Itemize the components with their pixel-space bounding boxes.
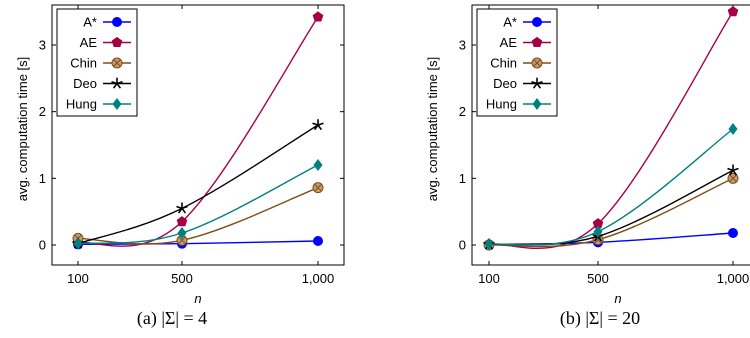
legend-marker-deo bbox=[111, 77, 123, 89]
data-point-deo-arm-4 bbox=[176, 205, 183, 210]
data-point-deo-arm-3 bbox=[593, 235, 599, 242]
legend-marker-deo-arm-3 bbox=[532, 83, 538, 89]
data-point-hung bbox=[73, 237, 83, 250]
y-tick-label: 0 bbox=[39, 238, 46, 253]
data-point-a bbox=[728, 228, 738, 238]
data-point-hung bbox=[484, 238, 494, 251]
legend-label-a: A* bbox=[83, 15, 97, 30]
data-point-chin bbox=[312, 182, 324, 194]
data-point-deo-arm-3 bbox=[313, 124, 319, 131]
plot-frame bbox=[51, 4, 345, 266]
y-tick-label: 3 bbox=[459, 38, 466, 53]
legend-marker-deo-arm-2 bbox=[536, 83, 542, 89]
legend-marker-deo-arm-3 bbox=[112, 83, 118, 89]
legend: A* AE Chin Deo Hung bbox=[56, 8, 138, 117]
x-axis-label: n bbox=[194, 291, 201, 306]
legend-marker-deo-arm-4 bbox=[531, 80, 538, 85]
x-tick-label: 500 bbox=[587, 271, 609, 286]
y-tick-label: 2 bbox=[459, 104, 466, 119]
legend-label-a: A* bbox=[503, 15, 517, 30]
y-axis-label: avg. computation time [s] bbox=[425, 57, 440, 202]
series-line-hung bbox=[488, 128, 734, 246]
data-point-a bbox=[313, 236, 323, 246]
legend-marker-a bbox=[112, 17, 122, 27]
panel-caption: (a) |Σ| = 4 bbox=[137, 308, 207, 329]
series-line-chin bbox=[77, 187, 319, 245]
x-tick-label: 500 bbox=[171, 271, 193, 286]
data-point-ae bbox=[176, 216, 188, 227]
legend-marker-ae bbox=[111, 36, 123, 48]
data-point-ae bbox=[727, 6, 739, 17]
plot-frame bbox=[471, 4, 750, 266]
data-point-deo-arm-1 bbox=[317, 122, 324, 126]
legend-marker-ae bbox=[531, 36, 543, 48]
data-point-hung bbox=[728, 123, 738, 135]
legend-marker-deo-arm-1 bbox=[536, 80, 543, 85]
series-line-a bbox=[488, 232, 734, 246]
legend-marker-a bbox=[532, 17, 542, 27]
data-point-deo-arm-2 bbox=[597, 235, 603, 242]
legend-marker-hung bbox=[112, 98, 122, 110]
data-point-chin-cross-b bbox=[178, 236, 186, 245]
x-axis-label: n bbox=[614, 291, 621, 306]
data-point-deo-arm-1 bbox=[732, 167, 739, 172]
legend-label-hung: Hung bbox=[486, 97, 517, 112]
data-point-hung bbox=[313, 159, 323, 171]
data-point-deo-arm-2 bbox=[181, 207, 187, 214]
data-point-deo bbox=[312, 119, 324, 131]
data-point-chin bbox=[727, 172, 739, 184]
legend-marker-chin bbox=[531, 57, 543, 69]
legend-label-ae: AE bbox=[500, 35, 518, 50]
legend-label-hung: Hung bbox=[66, 97, 97, 112]
data-point-deo-arm-2 bbox=[317, 124, 323, 131]
x-tick-label: 100 bbox=[478, 271, 500, 286]
data-point-deo-arm-4 bbox=[727, 167, 734, 172]
x-tick-label: 1,000 bbox=[717, 271, 750, 286]
y-tick-label: 3 bbox=[39, 38, 46, 53]
series-line-ae bbox=[488, 11, 734, 250]
y-tick-label: 2 bbox=[39, 104, 46, 119]
data-point-deo-arm-3 bbox=[177, 207, 183, 214]
x-tick-label: 100 bbox=[67, 271, 89, 286]
legend-marker-chin bbox=[111, 57, 123, 69]
panel-b: 0 1 2 3 100 500 1,000 n avg. computation time [s… bbox=[425, 4, 750, 329]
data-point-ae bbox=[312, 11, 324, 22]
legend-marker-chin-cross-b bbox=[113, 59, 121, 67]
data-point-deo bbox=[727, 164, 739, 176]
data-point-deo-arm-3 bbox=[728, 169, 734, 176]
data-point-chin-cross-b bbox=[729, 174, 737, 183]
legend-marker-chin-cross-b bbox=[533, 59, 541, 67]
data-point-hung bbox=[593, 225, 603, 238]
x-tick-label: 1,000 bbox=[302, 271, 335, 286]
legend-label-ae: AE bbox=[80, 35, 98, 50]
legend-marker-hung bbox=[532, 98, 542, 110]
data-point-deo-arm-4 bbox=[312, 122, 319, 126]
legend-label-chin: Chin bbox=[490, 56, 517, 71]
y-axis-label: avg. computation time [s] bbox=[15, 57, 30, 202]
data-point-ae bbox=[592, 218, 604, 229]
panel-caption: (b) |Σ| = 20 bbox=[560, 308, 640, 329]
panel-a: 0 1 2 3 100 500 1,000 n avg. computation time [s… bbox=[15, 4, 345, 329]
series-line-ae bbox=[77, 16, 319, 247]
data-point-chin-cross-b bbox=[594, 235, 602, 244]
legend: A* AE Chin Deo Hung bbox=[476, 8, 558, 117]
legend-label-deo: Deo bbox=[73, 76, 97, 91]
data-point-deo-arm-2 bbox=[732, 169, 738, 176]
legend-marker-deo bbox=[531, 77, 543, 89]
data-point-deo bbox=[176, 202, 188, 214]
legend-marker-deo-arm-1 bbox=[116, 80, 123, 85]
data-point-chin-cross-b bbox=[314, 183, 322, 192]
data-point-chin bbox=[176, 234, 188, 246]
y-tick-label: 0 bbox=[459, 238, 466, 253]
y-tick-label: 1 bbox=[39, 171, 46, 186]
legend-marker-deo-arm-2 bbox=[116, 83, 122, 89]
legend-label-chin: Chin bbox=[70, 56, 97, 71]
data-point-deo-arm-1 bbox=[181, 205, 188, 210]
series-line-deo bbox=[488, 169, 734, 246]
legend-marker-deo-arm-4 bbox=[111, 80, 118, 85]
legend-label-deo: Deo bbox=[493, 76, 517, 91]
y-tick-label: 1 bbox=[459, 171, 466, 186]
data-point-hung bbox=[177, 227, 187, 239]
